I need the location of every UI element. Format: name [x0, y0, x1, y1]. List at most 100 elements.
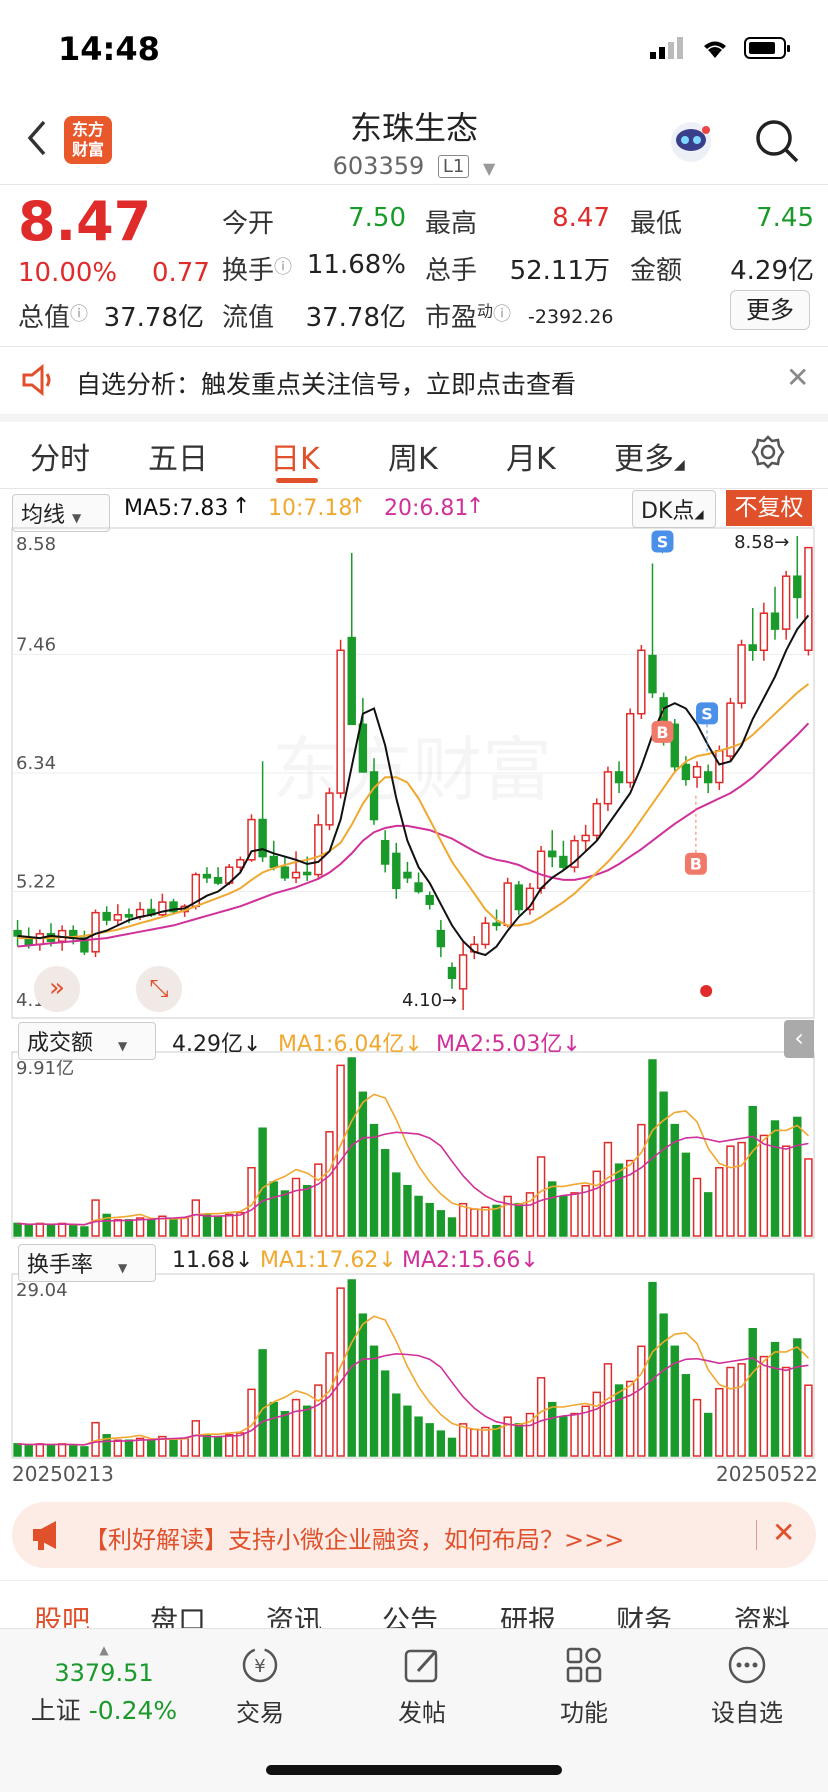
volume-bar-down — [414, 1195, 423, 1237]
chevron-down-icon: ▼ — [72, 511, 82, 525]
indicator-select[interactable]: 均线 ▼ — [12, 494, 110, 532]
volume-bar-up — [180, 1217, 189, 1237]
close-icon[interactable]: ✕ — [772, 1516, 796, 1549]
volume-select[interactable]: 成交额 ▼ — [18, 1022, 156, 1060]
volume-bar-down — [659, 1091, 668, 1237]
turnover-bar-up — [57, 1443, 67, 1457]
signal-label: B — [690, 855, 702, 874]
volume-bar-up — [158, 1215, 167, 1237]
candle-up — [236, 859, 245, 868]
ma5-label: MA5:7.83 — [124, 496, 229, 521]
tab-daily-k[interactable]: 日K — [270, 442, 320, 477]
candle-down — [793, 575, 802, 599]
volume-bar-up — [637, 1123, 646, 1237]
change-percent: 10.00% — [18, 258, 118, 288]
nav-function[interactable]: 功能 — [544, 1643, 624, 1728]
turnover-bar-down — [358, 1313, 368, 1457]
turnover-bar-down — [681, 1374, 691, 1457]
index-ticker[interactable]: ▲ 3379.51 上证 -0.24% — [24, 1644, 184, 1727]
turnover-bar-down — [793, 1338, 802, 1457]
tab-news[interactable]: 资讯 — [266, 1604, 323, 1628]
event-dot — [700, 984, 713, 997]
candle-up — [592, 802, 601, 837]
turnover-bar-up — [525, 1412, 535, 1457]
pe-dynamic-tag: 动 — [477, 301, 494, 321]
mktcap-label[interactable]: 总值ⓘ — [18, 297, 88, 334]
pe-label[interactable]: 市盈动ⓘ — [425, 297, 511, 334]
turnover-bar-up — [715, 1387, 724, 1457]
turnover-bar-up — [536, 1377, 546, 1457]
adjust-button[interactable]: 不复权 — [726, 490, 812, 526]
sell-signal-badge — [651, 530, 674, 553]
back-button[interactable] — [24, 118, 50, 162]
turnover-bar-down — [559, 1416, 568, 1457]
tab-finance[interactable]: 财务 — [616, 1604, 673, 1628]
volume-bar-up — [536, 1156, 546, 1237]
turnover-ma2-line — [17, 1352, 809, 1446]
volume-bar-up — [247, 1166, 256, 1237]
candle-down — [447, 966, 457, 980]
turnover-select[interactable]: 换手率 ▼ — [18, 1244, 156, 1282]
turnover-bar-up — [737, 1363, 746, 1457]
tab-research[interactable]: 研报 — [500, 1604, 557, 1628]
settings-gear-icon[interactable] — [750, 434, 786, 474]
tab-monthly-k[interactable]: 月K — [506, 442, 556, 477]
volume-max-label: 9.91亿 — [16, 1058, 74, 1079]
section-gap — [0, 414, 828, 422]
candle-down — [124, 914, 134, 918]
candle-down — [559, 855, 568, 868]
tab-announcements[interactable]: 公告 — [382, 1604, 439, 1628]
candle-down — [202, 873, 212, 879]
tab-five-day[interactable]: 五日 — [148, 442, 208, 477]
edit-icon — [404, 1649, 438, 1683]
turnover-bar-up — [135, 1437, 145, 1457]
svg-text:¥: ¥ — [254, 1656, 265, 1677]
turnover-bar-up — [503, 1416, 512, 1457]
turnover-label[interactable]: 换手ⓘ — [222, 250, 292, 287]
turnover-bar-down — [614, 1384, 624, 1457]
news-banner[interactable]: 【利好解读】支持小微企业融资，如何布局？>>> ✕ — [12, 1502, 816, 1568]
robot-assistant-icon[interactable] — [666, 116, 716, 170]
tab-intraday[interactable]: 分时 — [30, 442, 90, 477]
kline-chart[interactable]: 8.587.466.345.224.10东方财富8.58→4.10→SSBB9.… — [0, 524, 828, 1490]
volume-bar-up — [759, 1134, 769, 1237]
expand-fullscreen-button[interactable]: ⤡ — [136, 966, 182, 1012]
search-icon[interactable] — [754, 118, 800, 168]
volume-bar-down — [770, 1120, 780, 1237]
banner-text: 【利好解读】支持小微企业融资，如何布局？>>> — [84, 1526, 625, 1554]
nav-post[interactable]: 发帖 — [382, 1643, 462, 1728]
tab-more[interactable]: 更多◢ — [614, 434, 685, 478]
info-icon: ⓘ — [493, 304, 512, 325]
turnover-value-text: 11.68 — [172, 1248, 235, 1273]
turnover-bar-down — [169, 1439, 178, 1457]
tab-weekly-k[interactable]: 周K — [388, 442, 438, 477]
dk-button[interactable]: DK点◢ — [632, 490, 716, 528]
candle-up — [737, 644, 746, 704]
nav-trade[interactable]: ¥ 交易 — [220, 1643, 300, 1728]
turnover-bar-up — [592, 1391, 601, 1457]
candle-down — [258, 818, 267, 858]
turnover-bar-up — [247, 1388, 256, 1457]
app-logo[interactable]: 东方 财富 — [64, 116, 112, 164]
candle-down — [436, 929, 446, 948]
more-dots-icon — [728, 1646, 766, 1684]
tab-pankou[interactable]: 盘口 — [150, 1604, 207, 1628]
close-icon[interactable]: ✕ — [786, 361, 810, 394]
side-drawer-button[interactable]: ‹ — [784, 1020, 814, 1058]
ma10-arrow-icon: ↑ — [348, 494, 367, 519]
more-button[interactable]: 更多 — [730, 290, 810, 330]
turnover-ma1-text: MA1:17.62 — [260, 1248, 379, 1273]
stock-code-row[interactable]: 603359 L1 ▼ — [0, 152, 828, 180]
nav-add-watchlist[interactable]: 设自选 — [702, 1643, 792, 1728]
candle-down — [380, 839, 390, 865]
alert-bar[interactable]: 自选分析：触发重点关注信号，立即点击查看 ✕ — [0, 347, 828, 415]
turnover-bar-up — [637, 1345, 646, 1457]
tab-guba[interactable]: 股吧 — [34, 1604, 91, 1628]
turnover-bar-up — [570, 1412, 579, 1457]
pe-value: -2392.26 — [528, 306, 614, 328]
banner-divider — [756, 1520, 757, 1550]
candle-down — [358, 723, 368, 773]
tab-profile[interactable]: 资料 — [734, 1604, 791, 1628]
turnover-bar-down — [380, 1370, 390, 1457]
collapse-panel-button[interactable]: » — [34, 966, 80, 1012]
